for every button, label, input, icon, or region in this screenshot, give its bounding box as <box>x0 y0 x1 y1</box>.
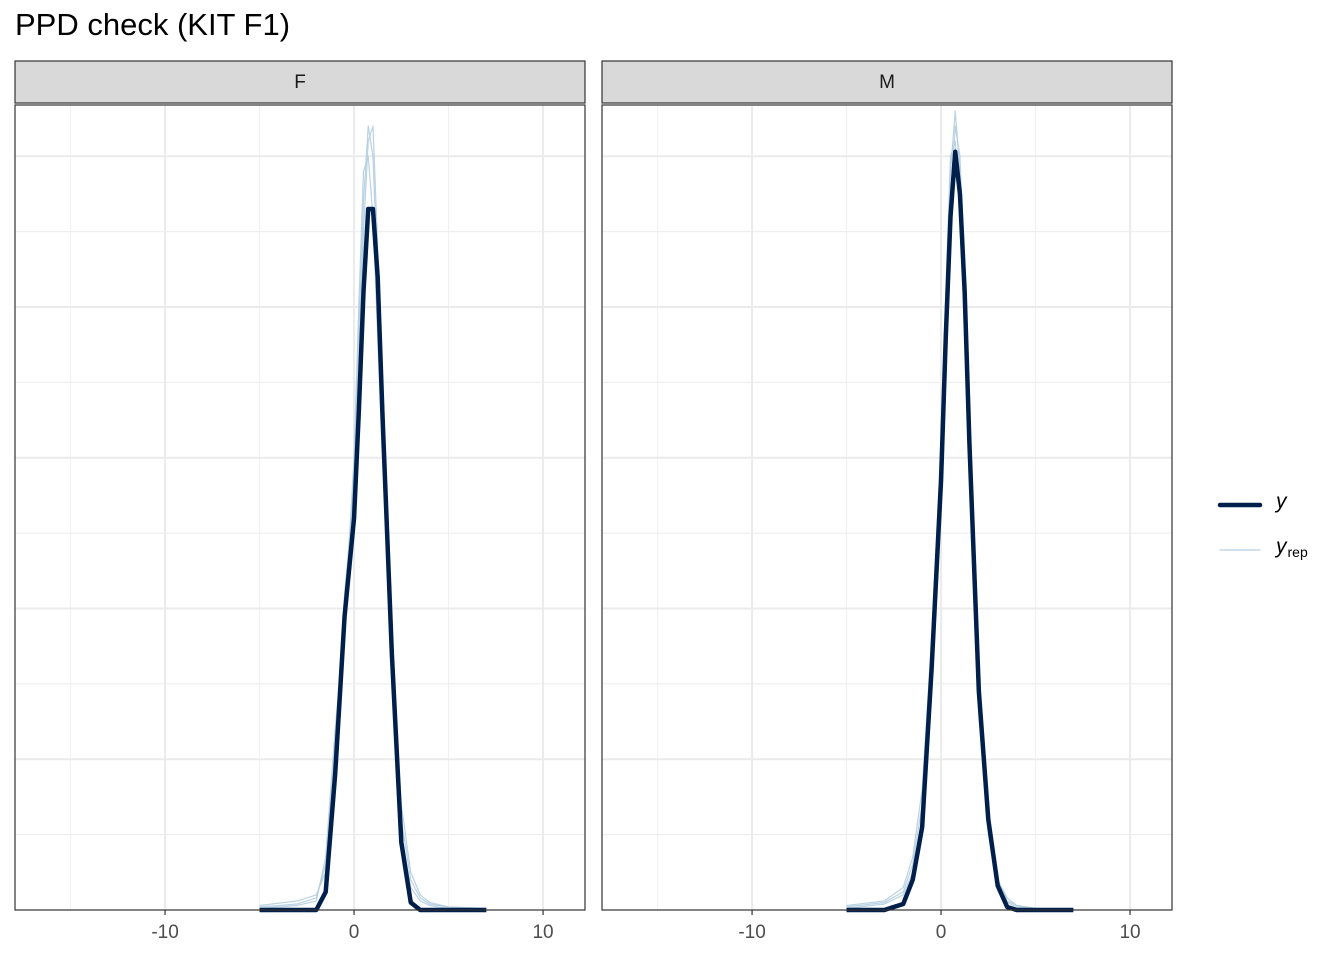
x-tick-label: 0 <box>936 922 947 943</box>
yrep-line <box>259 155 487 910</box>
strip-label: M <box>879 72 895 93</box>
strip <box>14 60 586 104</box>
panel-background <box>602 105 1172 910</box>
legend-name: y <box>1274 535 1288 558</box>
strip <box>601 60 1173 104</box>
legend-label: yrep <box>1274 535 1308 560</box>
panel-border <box>14 104 586 911</box>
legend-name: y <box>1274 490 1288 513</box>
chart-title: PPD check (KIT F1) <box>15 7 290 42</box>
x-tick-label: 0 <box>349 922 360 943</box>
x-tick-label: 10 <box>532 922 553 943</box>
y-line <box>846 149 1074 913</box>
panel-background <box>15 105 585 910</box>
panel-border <box>601 104 1173 911</box>
strip-label: F <box>294 72 306 93</box>
x-tick-label: 10 <box>1119 922 1140 943</box>
y-line <box>259 206 487 913</box>
x-tick-label: -10 <box>738 922 765 943</box>
legend-subscript: rep <box>1288 544 1308 560</box>
legend-label: y <box>1274 490 1288 513</box>
x-tick-label: -10 <box>151 922 178 943</box>
